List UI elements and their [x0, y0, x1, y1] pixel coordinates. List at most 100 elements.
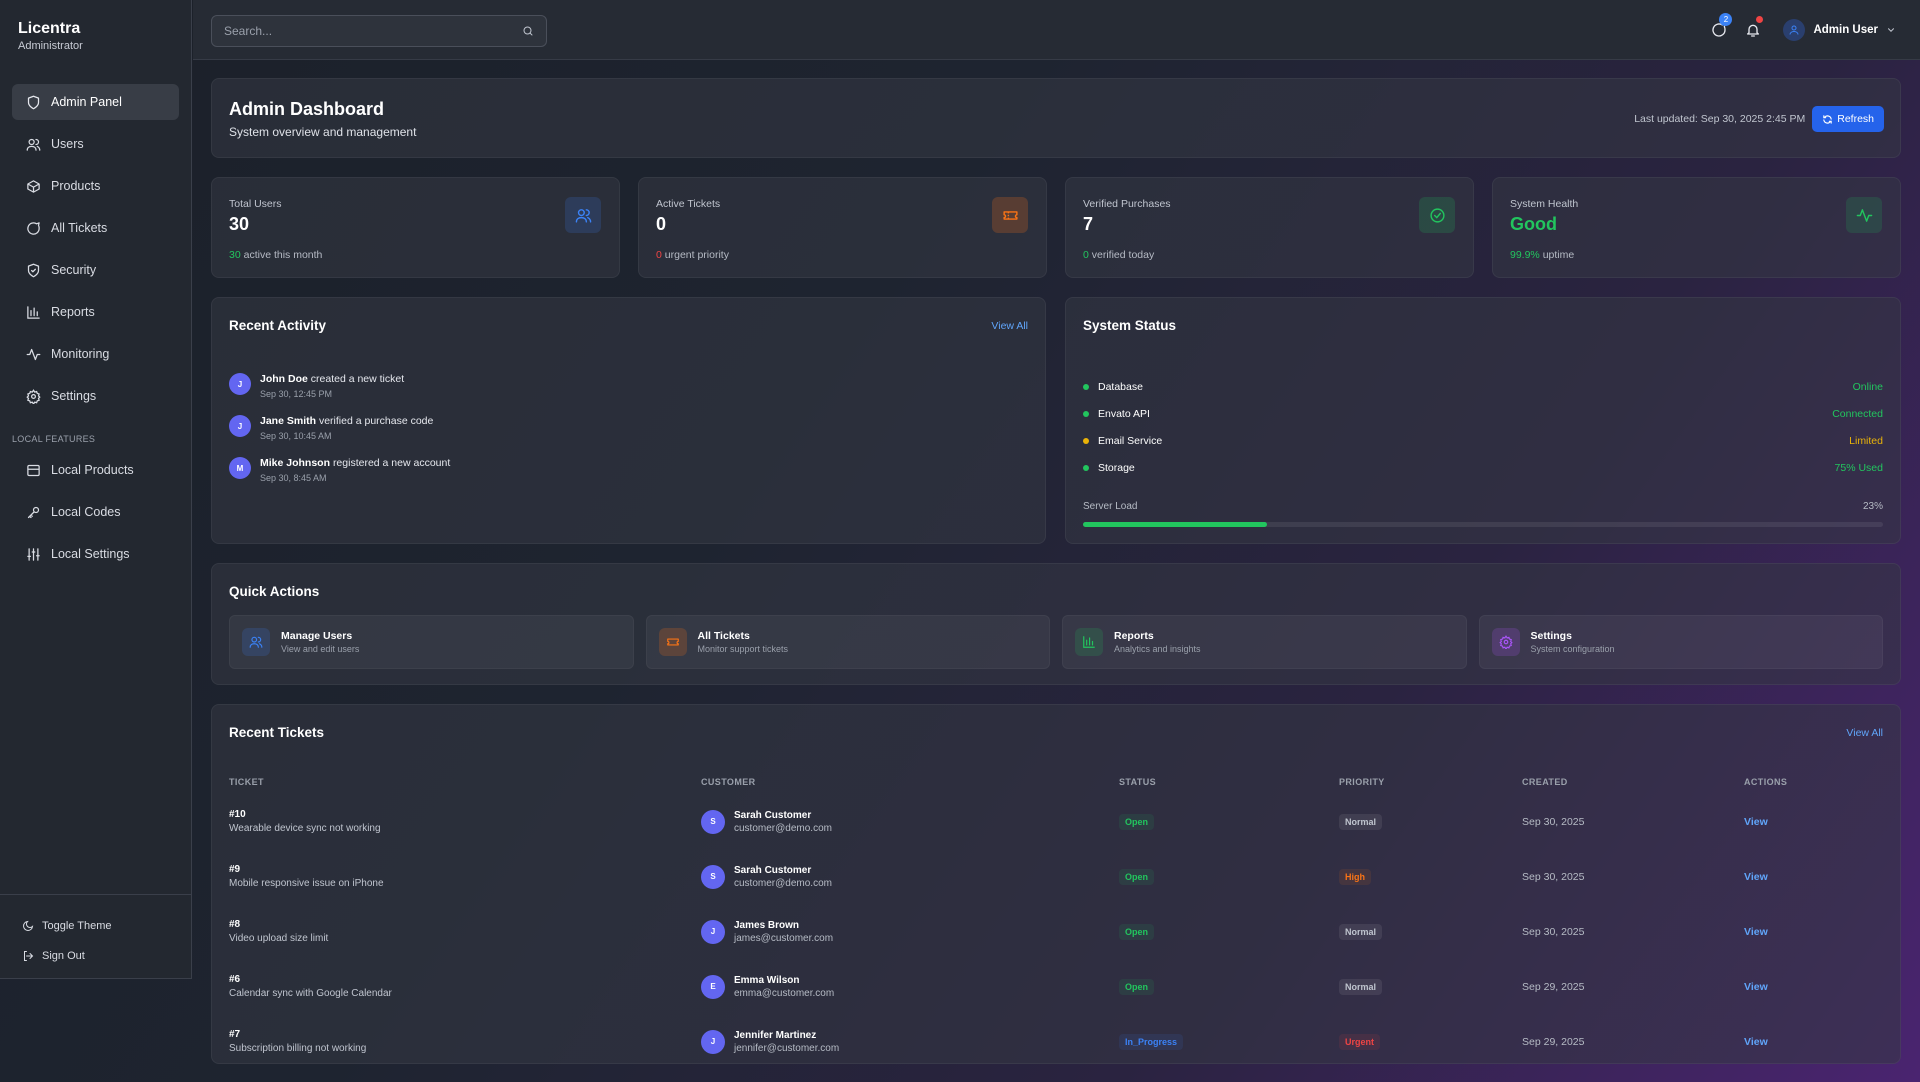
activity-view-all-link[interactable]: View All: [991, 320, 1028, 332]
status-name-wrap: Storage: [1083, 462, 1135, 474]
sidebar-footer: Toggle Theme Sign Out: [0, 894, 191, 978]
page-subtitle: System overview and management: [229, 125, 417, 139]
stat-footnote: 99.9% uptime: [1510, 249, 1574, 261]
brand: Licentra Administrator: [0, 0, 191, 70]
table-row[interactable]: #9 Mobile responsive issue on iPhone S Sar…: [229, 849, 1885, 904]
activity-list: J John Doe created a new ticket Sep 30, …: [229, 373, 450, 499]
list-item: M Mike Johnson registered a new account …: [229, 457, 450, 499]
stat-foot-value: 0: [656, 249, 662, 261]
messages-button[interactable]: 2: [1705, 13, 1733, 44]
activity-text: Mike Johnson registered a new account: [260, 457, 450, 469]
ticket-id: #9: [229, 864, 241, 875]
tickets-table: TICKET CUSTOMER STATUS PRIORITY CREATED …: [229, 770, 1885, 1069]
section-title: Recent Tickets: [229, 725, 325, 740]
stat-foot-value: 0: [1083, 249, 1089, 261]
status-name-wrap: Database: [1083, 381, 1143, 393]
ticket-subject: Mobile responsive issue on iPhone: [229, 878, 384, 889]
ticket-subject: Wearable device sync not working: [229, 823, 381, 834]
status-name: Envato API: [1098, 407, 1150, 420]
sidebar-item-settings[interactable]: Settings: [12, 378, 179, 414]
view-ticket-link[interactable]: View: [1744, 980, 1768, 993]
sidebar-item-monitoring[interactable]: Monitoring: [12, 336, 179, 372]
customer-email: emma@customer.com: [734, 987, 835, 999]
created-date: Sep 29, 2025: [1522, 1035, 1585, 1048]
sign-out-button[interactable]: Sign Out: [22, 941, 169, 971]
bar-chart-icon: [1083, 636, 1095, 648]
server-load-bar: [1083, 522, 1883, 527]
sidebar-item-local-codes[interactable]: Local Codes: [12, 494, 179, 530]
column-header: CUSTOMER: [701, 777, 756, 787]
search-input[interactable]: [224, 24, 522, 38]
customer-cell: J James Brown james@customer.com: [701, 919, 1119, 944]
sidebar: Licentra Administrator Admin Panel Users…: [0, 0, 192, 979]
customer-name: Sarah Customer: [734, 809, 812, 821]
toggle-theme-button[interactable]: Toggle Theme: [22, 911, 169, 941]
stat-foot-text: urgent priority: [664, 249, 729, 261]
customer-cell: S Sarah Customer customer@demo.com: [701, 864, 1119, 889]
sidebar-item-users[interactable]: Users: [12, 126, 179, 162]
tickets-view-all-link[interactable]: View All: [1846, 727, 1883, 739]
notifications-button[interactable]: [1739, 16, 1767, 44]
customer-name: James Brown: [734, 919, 800, 931]
user-menu[interactable]: Admin User: [1783, 19, 1896, 41]
sidebar-item-label: Monitoring: [51, 347, 110, 361]
quick-action-manage-users[interactable]: Manage Users View and edit users: [229, 615, 634, 669]
status-name-wrap: Email Service: [1083, 435, 1162, 447]
ticket-id: #8: [229, 919, 241, 930]
stat-card-system-health: System Health Good 99.9% uptime: [1492, 177, 1901, 278]
sidebar-item-products[interactable]: Products: [12, 168, 179, 204]
sidebar-item-label: Admin Panel: [51, 95, 122, 109]
sidebar-item-local-settings[interactable]: Local Settings: [12, 536, 179, 572]
refresh-button[interactable]: Refresh: [1812, 106, 1884, 132]
status-row: Email Service Limited: [1083, 427, 1883, 454]
bar-chart-icon: [27, 305, 40, 319]
stat-foot-value: 30: [229, 249, 241, 261]
status-row: Storage 75% Used: [1083, 454, 1883, 481]
table-header-row: TICKET CUSTOMER STATUS PRIORITY CREATED …: [229, 770, 1885, 794]
quick-action-all-tickets[interactable]: All Tickets Monitor support tickets: [645, 615, 1050, 669]
quick-action-reports[interactable]: Reports Analytics and insights: [1062, 615, 1467, 669]
priority-badge: High: [1339, 868, 1371, 885]
stat-value: 0: [656, 214, 667, 234]
view-ticket-link[interactable]: View: [1744, 870, 1768, 883]
column-header: PRIORITY: [1339, 777, 1385, 787]
view-ticket-link[interactable]: View: [1744, 1035, 1768, 1048]
sidebar-item-admin-panel[interactable]: Admin Panel: [12, 84, 179, 120]
shield-check-icon: [27, 263, 40, 277]
table-row[interactable]: #10 Wearable device sync not working S Sar…: [229, 794, 1885, 849]
status-name-wrap: Envato API: [1083, 408, 1150, 420]
quick-actions-row: Manage Users View and edit users All Tic…: [229, 615, 1883, 669]
check-circle-icon: [1429, 207, 1445, 223]
view-ticket-link[interactable]: View: [1744, 815, 1768, 828]
ticket-subject: Video upload size limit: [229, 933, 329, 944]
recent-activity-card: Recent Activity View All J John Doe crea…: [211, 297, 1046, 544]
search-icon[interactable]: [522, 25, 534, 37]
sidebar-item-label: Reports: [51, 305, 95, 319]
quick-action-settings[interactable]: Settings System configuration: [1478, 615, 1883, 669]
toggle-theme-label: Toggle Theme: [42, 920, 112, 932]
ticket-icon: [1002, 210, 1018, 220]
qa-icon-box: [242, 628, 270, 656]
stat-value: Good: [1510, 214, 1557, 234]
customer-email: customer@demo.com: [734, 822, 832, 834]
sidebar-item-all-tickets[interactable]: All Tickets: [12, 210, 179, 246]
table-row[interactable]: #6 Calendar sync with Google Calendar E Em…: [229, 959, 1885, 1014]
sign-out-label: Sign Out: [42, 950, 85, 962]
sidebar-item-local-products[interactable]: Local Products: [12, 452, 179, 488]
app-name: Licentra: [18, 20, 81, 37]
table-row[interactable]: #8 Video upload size limit J James Brown ja…: [229, 904, 1885, 959]
users-icon: [26, 138, 41, 151]
avatar: J: [229, 415, 251, 437]
gear-icon: [26, 388, 41, 404]
view-ticket-link[interactable]: View: [1744, 925, 1768, 938]
sidebar-item-security[interactable]: Security: [12, 252, 179, 288]
table-row[interactable]: #7 Subscription billing not working J Jenn…: [229, 1014, 1885, 1069]
qa-desc: View and edit users: [281, 644, 360, 654]
activity-action: verified a purchase code: [318, 415, 434, 427]
sidebar-item-reports[interactable]: Reports: [12, 294, 179, 330]
priority-badge: Normal: [1339, 978, 1383, 995]
user-icon: [1789, 25, 1799, 35]
status-list: Database Online Envato API Connected Ema…: [1083, 373, 1883, 481]
activity-user: Jane Smith: [260, 415, 317, 427]
sidebar-section-label: LOCAL FEATURES: [12, 434, 96, 444]
